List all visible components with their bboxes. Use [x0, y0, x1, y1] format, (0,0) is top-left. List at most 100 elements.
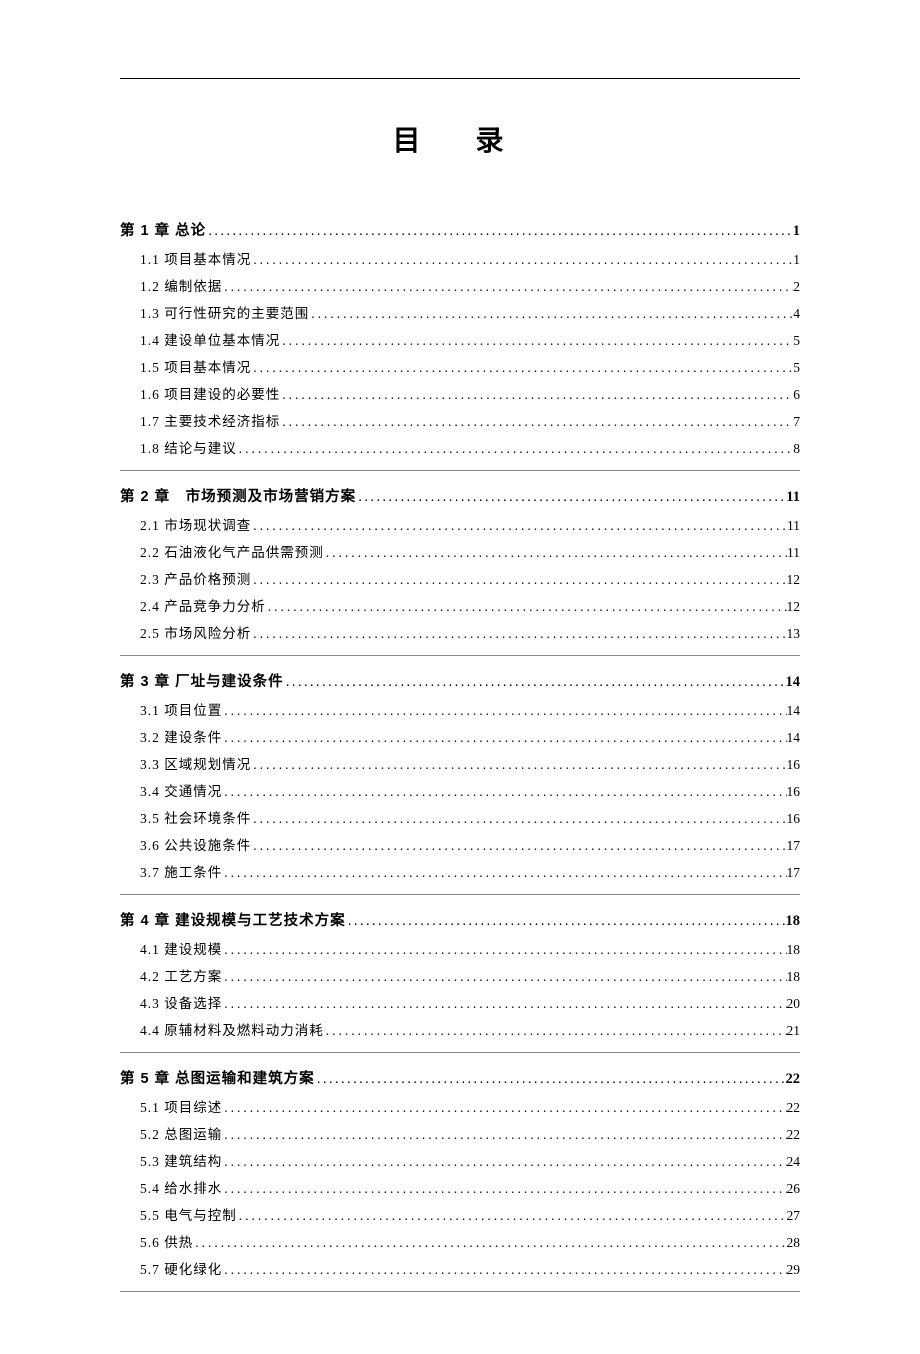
toc-section-page: 27: [787, 1208, 801, 1224]
toc-chapter-label: 第 2 章 市场预测及市场营销方案: [120, 485, 356, 506]
toc-section-page: 26: [787, 1181, 801, 1197]
toc-section-page: 20: [787, 996, 801, 1012]
toc-section-label: 3.4 交通情况: [140, 780, 222, 800]
toc-section-label: 4.3 设备选择: [140, 992, 222, 1012]
toc-leader-dots: ........................................…: [356, 489, 786, 505]
toc-chapter-page: 14: [786, 674, 801, 691]
toc-leader-dots: ........................................…: [324, 1023, 787, 1039]
toc-section: 4.1 建设规模................................…: [120, 938, 800, 958]
toc-section-label: 3.7 施工条件: [140, 861, 222, 881]
toc-chapter-page: 1: [793, 223, 800, 240]
page-title: 目 录: [120, 119, 800, 159]
toc-chapter-page: 18: [786, 913, 801, 930]
toc-leader-dots: ........................................…: [251, 757, 786, 773]
toc-chapter-label: 第 5 章 总图运输和建筑方案: [120, 1067, 315, 1088]
toc-section-page: 8: [793, 441, 800, 457]
toc-leader-dots: ........................................…: [222, 1127, 786, 1143]
toc-section: 3.4 交通情况................................…: [120, 780, 800, 800]
toc-section-label: 5.2 总图运输: [140, 1123, 222, 1143]
toc-section: 3.3 区域规划情况..............................…: [120, 753, 800, 773]
toc-section: 1.1 项目基本情况..............................…: [120, 248, 800, 268]
toc-section: 1.7 主要技术经济指标............................…: [120, 410, 800, 430]
toc-section-group: 3.1 项目位置................................…: [120, 699, 800, 895]
toc-section: 4.3 设备选择................................…: [120, 992, 800, 1012]
toc-section-label: 5.6 供热: [140, 1231, 193, 1251]
toc-section: 2.1 市场现状调查..............................…: [120, 514, 800, 534]
toc-section-group: 1.1 项目基本情况..............................…: [120, 248, 800, 471]
toc-chapter: 第 4 章 建设规模与工艺技术方案.......................…: [120, 909, 800, 930]
toc-section-page: 17: [787, 865, 801, 881]
toc-section-label: 3.1 项目位置: [140, 699, 222, 719]
toc-leader-dots: ........................................…: [222, 1154, 786, 1170]
toc-section-label: 4.4 原辅材料及燃料动力消耗: [140, 1019, 324, 1039]
toc-section: 2.2 石油液化气产品供需预测.........................…: [120, 541, 800, 561]
toc-section: 3.6 公共设施条件..............................…: [120, 834, 800, 854]
toc-section: 4.4 原辅材料及燃料动力消耗.........................…: [120, 1019, 800, 1039]
toc-section-page: 24: [787, 1154, 801, 1170]
toc-section-label: 1.2 编制依据: [140, 275, 222, 295]
toc-leader-dots: ........................................…: [266, 599, 787, 615]
toc-leader-dots: ........................................…: [251, 626, 786, 642]
toc-leader-dots: ........................................…: [251, 838, 786, 854]
toc-leader-dots: ........................................…: [280, 333, 793, 349]
toc-section-label: 4.1 建设规模: [140, 938, 222, 958]
toc-section: 5.7 硬化绿化................................…: [120, 1258, 800, 1278]
toc-leader-dots: ........................................…: [324, 545, 787, 561]
toc-section-page: 16: [787, 757, 801, 773]
toc-section-label: 5.5 电气与控制: [140, 1204, 237, 1224]
toc-section-page: 18: [787, 969, 801, 985]
toc-section-page: 21: [787, 1023, 801, 1039]
toc-section-page: 12: [787, 599, 801, 615]
toc-leader-dots: ........................................…: [251, 518, 787, 534]
toc-section: 2.3 产品价格预测..............................…: [120, 568, 800, 588]
toc-section-page: 2: [793, 279, 800, 295]
toc-section-page: 4: [793, 306, 800, 322]
toc-chapter: 第 5 章 总图运输和建筑方案.........................…: [120, 1067, 800, 1088]
toc-section: 3.2 建设条件................................…: [120, 726, 800, 746]
toc-section-label: 5.7 硬化绿化: [140, 1258, 222, 1278]
toc-section: 5.5 电气与控制...............................…: [120, 1204, 800, 1224]
toc-leader-dots: ........................................…: [222, 1181, 786, 1197]
toc-leader-dots: ........................................…: [222, 942, 786, 958]
toc-section-page: 22: [787, 1127, 801, 1143]
toc-section: 1.4 建设单位基本情况............................…: [120, 329, 800, 349]
toc-section-page: 12: [787, 572, 801, 588]
toc-section-page: 14: [787, 703, 801, 719]
toc-section: 2.5 市场风险分析..............................…: [120, 622, 800, 642]
toc-section-label: 2.2 石油液化气产品供需预测: [140, 541, 324, 561]
toc-chapter-page: 11: [786, 489, 800, 506]
toc-section-group: 5.1 项目综述................................…: [120, 1096, 800, 1292]
toc-section-group: 4.1 建设规模................................…: [120, 938, 800, 1053]
toc-section: 5.2 总图运输................................…: [120, 1123, 800, 1143]
toc-section-page: 11: [787, 518, 800, 534]
toc-section-label: 1.8 结论与建议: [140, 437, 237, 457]
toc-section: 4.2 工艺方案................................…: [120, 965, 800, 985]
toc-leader-dots: ........................................…: [222, 279, 793, 295]
toc-section-page: 18: [787, 942, 801, 958]
toc-leader-dots: ........................................…: [251, 572, 786, 588]
toc-section-page: 6: [793, 387, 800, 403]
toc-section-page: 11: [787, 545, 800, 561]
toc-section-label: 2.5 市场风险分析: [140, 622, 251, 642]
toc-leader-dots: ........................................…: [284, 674, 786, 690]
toc-leader-dots: ........................................…: [222, 1100, 786, 1116]
toc-leader-dots: ........................................…: [222, 1262, 786, 1278]
toc-section-page: 1: [793, 252, 800, 268]
toc-section-page: 5: [793, 333, 800, 349]
toc-section-label: 2.1 市场现状调查: [140, 514, 251, 534]
toc-leader-dots: ........................................…: [237, 441, 794, 457]
toc-section-label: 5.1 项目综述: [140, 1096, 222, 1116]
toc-section-label: 4.2 工艺方案: [140, 965, 222, 985]
toc-section-label: 2.3 产品价格预测: [140, 568, 251, 588]
toc-chapter-label: 第 3 章 厂址与建设条件: [120, 670, 284, 691]
toc-section-label: 2.4 产品竞争力分析: [140, 595, 266, 615]
toc-section-label: 1.5 项目基本情况: [140, 356, 251, 376]
toc-section: 5.3 建筑结构................................…: [120, 1150, 800, 1170]
toc-leader-dots: ........................................…: [222, 969, 786, 985]
toc-chapter-label: 第 1 章 总论: [120, 219, 206, 240]
toc-section-label: 5.3 建筑结构: [140, 1150, 222, 1170]
toc-section-page: 13: [787, 626, 801, 642]
toc-section: 1.3 可行性研究的主要范围..........................…: [120, 302, 800, 322]
toc-section-page: 29: [787, 1262, 801, 1278]
toc-chapter-page: 22: [786, 1071, 801, 1088]
